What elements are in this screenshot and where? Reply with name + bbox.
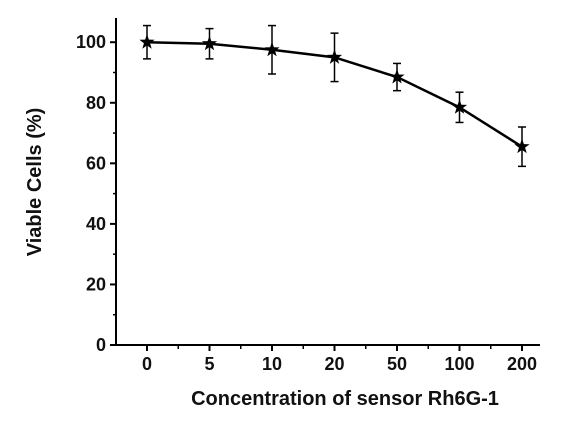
data-point-star <box>514 138 530 154</box>
y-ticks: 0 20 40 60 80 100 <box>76 32 116 355</box>
x-tick-label: 5 <box>204 354 214 374</box>
y-tick-label: 100 <box>76 32 106 52</box>
axes <box>115 18 540 346</box>
x-tick-label: 50 <box>387 354 407 374</box>
y-tick-label: 40 <box>86 214 106 234</box>
x-axis-title: Concentration of sensor Rh6G-1 <box>191 388 499 410</box>
data-series <box>139 34 530 154</box>
x-tick-label: 100 <box>444 354 474 374</box>
data-point-star <box>389 69 405 84</box>
x-tick-label: 0 <box>142 354 152 374</box>
x-tick-label: 200 <box>507 354 537 374</box>
data-point-star <box>326 49 343 64</box>
y-tick-label: 80 <box>86 93 106 113</box>
x-tick-label: 20 <box>324 354 344 374</box>
data-point-star <box>201 35 218 51</box>
data-point-star <box>264 41 280 57</box>
error-bars <box>143 24 526 168</box>
y-tick-label: 20 <box>86 274 106 294</box>
data-point-star <box>139 34 155 49</box>
x-ticks: 0 5 10 20 50 100 200 <box>142 345 537 374</box>
y-tick-label: 60 <box>86 153 106 173</box>
data-point-star <box>451 99 468 114</box>
y-axis-title: Viable Cells (%) <box>24 108 46 257</box>
y-tick-label: 0 <box>96 335 106 355</box>
x-tick-label: 10 <box>262 354 282 374</box>
